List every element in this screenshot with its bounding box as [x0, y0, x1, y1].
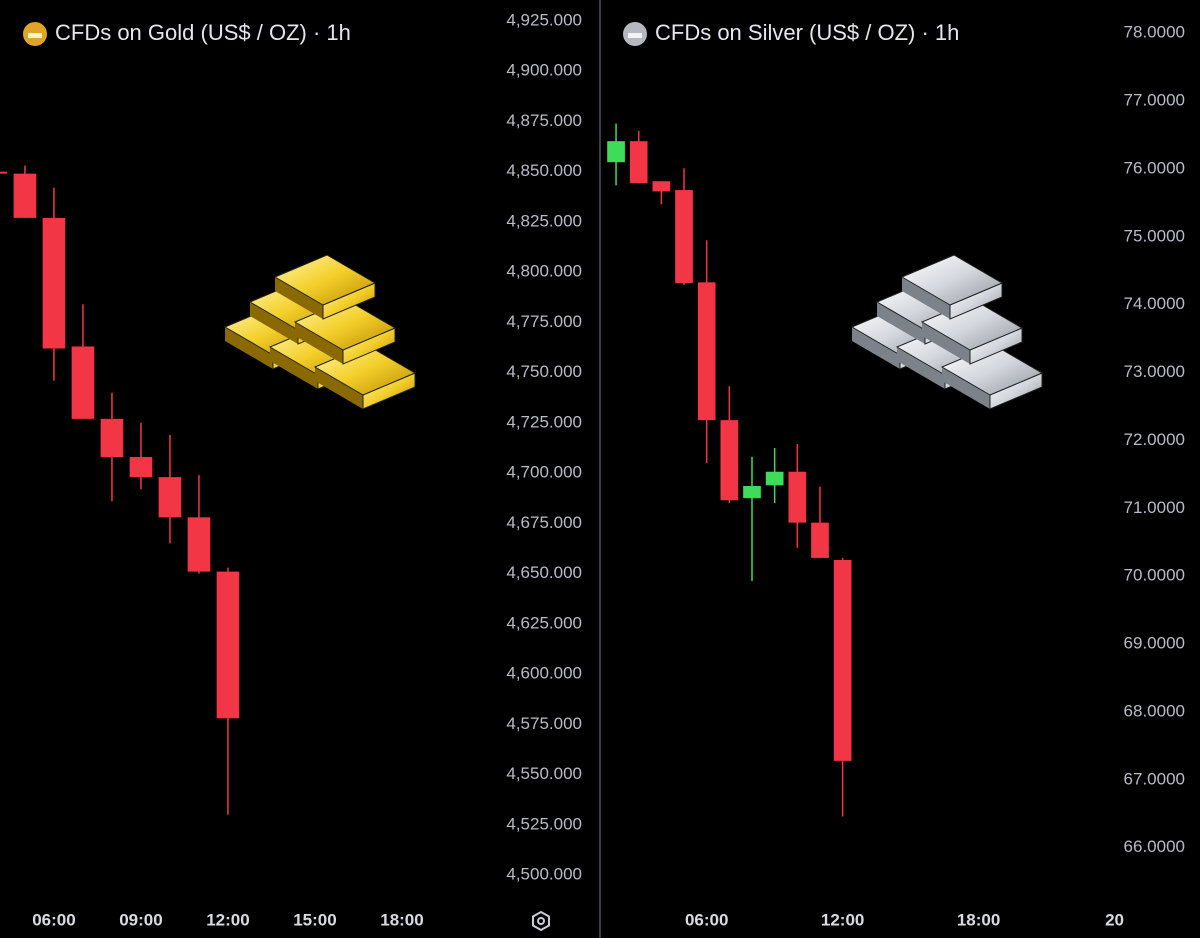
candle-body	[129, 457, 153, 478]
y-tick-label: 4,825.000	[506, 211, 582, 230]
candle-body	[187, 517, 211, 572]
x-tick-label: 18:00	[957, 910, 1000, 929]
bar-side	[877, 302, 925, 344]
bar-top	[900, 254, 1004, 306]
x-tick-label: 20	[1105, 910, 1124, 929]
y-tick-label: 76.0000	[1124, 158, 1185, 177]
y-tick-label: 68.0000	[1124, 701, 1185, 720]
x-tick-label: 06:00	[32, 910, 75, 929]
bar-side	[897, 347, 945, 389]
candle-body	[607, 141, 625, 163]
y-tick-label: 4,750.000	[506, 362, 582, 381]
candles	[0, 165, 240, 815]
bar-side	[315, 367, 363, 409]
y-tick-label: 4,575.000	[506, 714, 582, 733]
y-tick-label: 75.0000	[1124, 226, 1185, 245]
candle-body	[811, 522, 829, 558]
y-tick-label: 70.0000	[1124, 566, 1185, 585]
y-tick-label: 4,775.000	[506, 312, 582, 331]
y-tick-label: 4,550.000	[506, 764, 582, 783]
candle-body	[158, 477, 182, 518]
y-tick-label: 4,850.000	[506, 161, 582, 180]
y-tick-label: 4,600.000	[506, 664, 582, 683]
bar-side	[250, 302, 298, 344]
bar-side	[902, 277, 950, 319]
gold-bars	[223, 254, 417, 410]
x-tick-label: 06:00	[685, 910, 728, 929]
x-tick-label: 09:00	[119, 910, 162, 929]
candle-body	[720, 420, 739, 501]
y-tick-label: 4,625.000	[506, 613, 582, 632]
settings-icon[interactable]	[532, 910, 550, 932]
y-tick-label: 4,525.000	[506, 814, 582, 833]
y-tick-label: 67.0000	[1124, 769, 1185, 788]
gold-icon-bar	[28, 33, 42, 38]
x-tick-label: 12:00	[206, 910, 249, 929]
candle-body	[765, 471, 784, 486]
candle-body	[743, 485, 761, 499]
candle-body	[216, 571, 240, 719]
y-tick-label: 4,725.000	[506, 412, 582, 431]
candle-body	[788, 471, 807, 523]
y-tick-label: 66.0000	[1124, 837, 1185, 856]
bar-side	[275, 277, 323, 319]
y-tick-label: 78.0000	[1124, 23, 1185, 42]
candle-body	[675, 190, 693, 284]
y-tick-label: 71.0000	[1124, 498, 1185, 517]
bar-side	[270, 347, 318, 389]
bar-side	[922, 322, 970, 364]
y-tick-label: 69.0000	[1124, 634, 1185, 653]
x-tick-label: 15:00	[293, 910, 336, 929]
bar-side	[225, 327, 273, 369]
candle-body	[13, 173, 37, 218]
candle-body	[833, 559, 852, 761]
candle-body	[100, 418, 124, 458]
decorations	[23, 22, 647, 932]
y-tick-label: 4,500.000	[506, 865, 582, 884]
y-tick-label: 4,650.000	[506, 563, 582, 582]
candle-body	[697, 282, 716, 421]
candle-body	[71, 346, 95, 419]
x-tick-label: 18:00	[380, 910, 423, 929]
settings-icon-hole	[537, 917, 545, 925]
y-tick-label: 4,700.000	[506, 463, 582, 482]
candle-body	[652, 181, 671, 192]
y-tick-label: 4,675.000	[506, 513, 582, 532]
bar-side	[295, 322, 343, 364]
y-tick-label: 4,875.000	[506, 111, 582, 130]
y-tick-label: 73.0000	[1124, 362, 1185, 381]
candles	[607, 123, 852, 817]
candle-body	[42, 217, 66, 349]
silver-bars	[850, 254, 1044, 410]
candle-body	[629, 141, 648, 184]
y-tick-label: 74.0000	[1124, 294, 1185, 313]
chart-title: CFDs on Gold (US$ / OZ) · 1h	[55, 20, 351, 45]
bar-top	[273, 254, 377, 306]
bar-side	[942, 367, 990, 409]
y-tick-label: 4,900.000	[506, 61, 582, 80]
chart-title: CFDs on Silver (US$ / OZ) · 1h	[655, 20, 959, 45]
y-tick-label: 72.0000	[1124, 430, 1185, 449]
x-tick-label: 12:00	[821, 910, 864, 929]
y-tick-label: 4,925.000	[506, 10, 582, 29]
bar-side	[852, 327, 900, 369]
silver-icon-bar	[628, 33, 642, 38]
y-tick-label: 4,800.000	[506, 262, 582, 281]
y-tick-label: 77.0000	[1124, 91, 1185, 110]
candle-body	[0, 171, 8, 174]
